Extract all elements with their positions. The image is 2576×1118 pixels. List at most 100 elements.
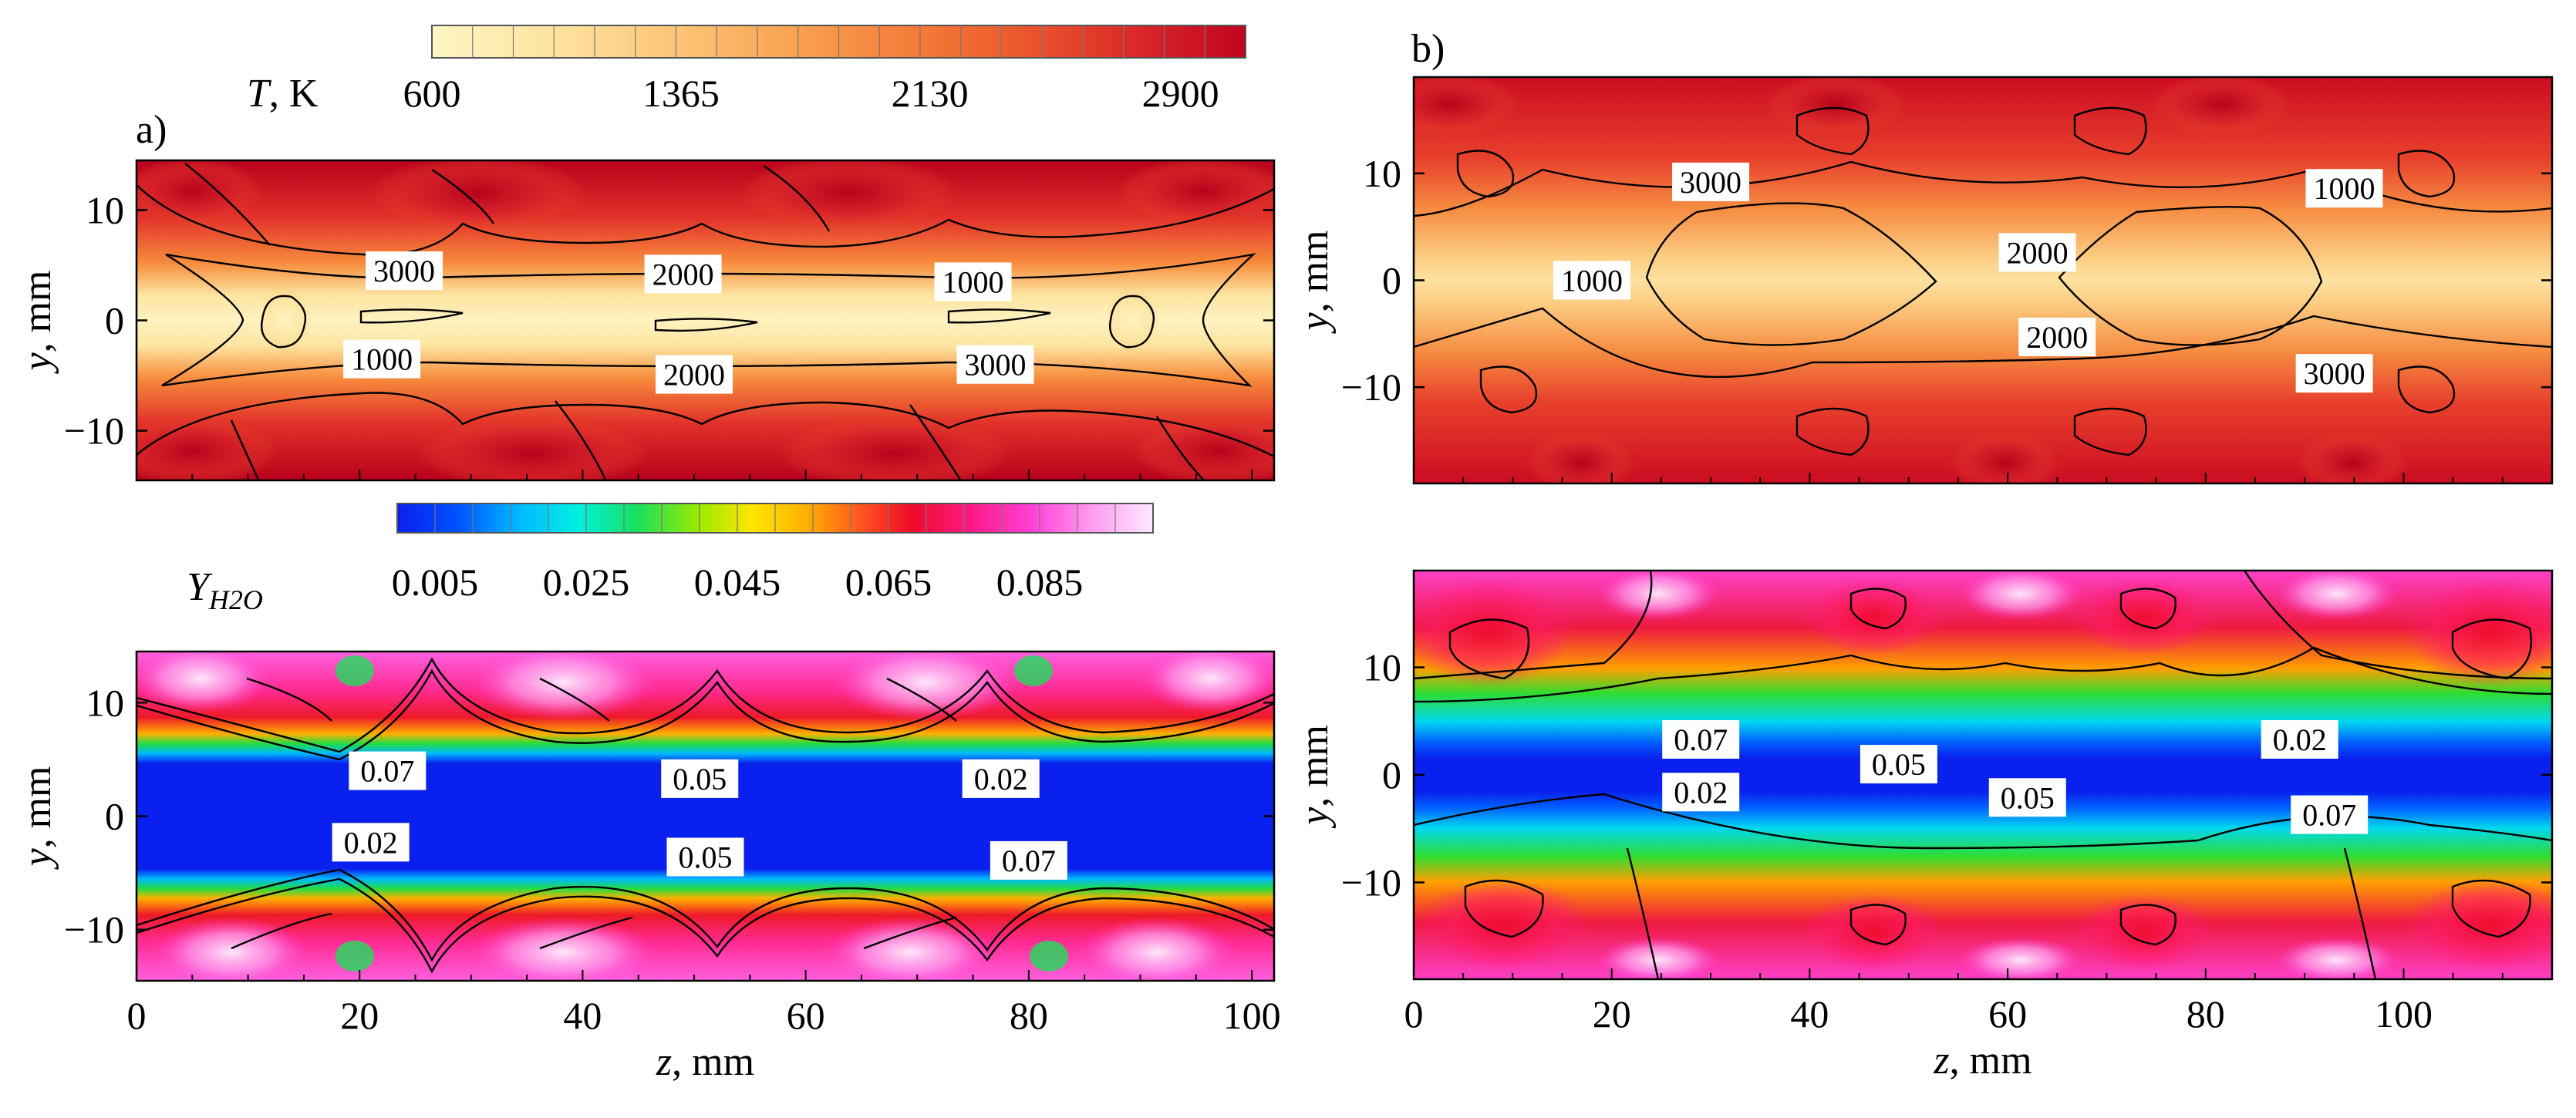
- x-tick-label: 40: [1790, 992, 1829, 1035]
- contour-label-text: 0.02: [974, 762, 1028, 796]
- contour-label: 0.02: [1662, 773, 1740, 812]
- contour-label: 0.07: [990, 840, 1067, 880]
- colorbar-tick-label: 0.025: [543, 561, 630, 604]
- contour-label-box: [1662, 719, 1740, 759]
- x-tick-label: 40: [563, 994, 602, 1037]
- contour-label: 0.05: [661, 759, 739, 798]
- y-axis-title: y, mm: [1293, 231, 1337, 335]
- panel-b-water-field: [1414, 571, 2552, 979]
- y-tick-label: −10: [64, 908, 124, 951]
- contour-label: 3000: [2295, 354, 2373, 393]
- contour-label-text: 3000: [1680, 165, 1741, 200]
- y-tick-label: 0: [105, 299, 124, 342]
- y-tick-label: 10: [86, 188, 124, 231]
- contour-label: 1000: [1553, 261, 1631, 300]
- contour-label: 0.05: [1860, 745, 1937, 784]
- contour-label-text: 0.07: [1674, 722, 1728, 757]
- water-colorbar: YH2O 0.005 0.025 0.045 0.065 0.085: [187, 503, 1154, 615]
- panel-a-temperature-contour-labels: 3000 2000 1000 1000 2000 3000: [343, 251, 1034, 394]
- x-tick-label: 60: [787, 994, 825, 1037]
- contour-label-text: 0.05: [673, 762, 727, 796]
- y-axis-title: y, mm: [15, 766, 59, 870]
- contour-label: 0.02: [962, 759, 1040, 798]
- x-tick-label: 0: [1404, 992, 1424, 1035]
- panel-b-temperature-axes: −10 0 10 y, mm: [1293, 152, 2553, 483]
- hot-spots: [137, 160, 1274, 480]
- contour-label-text: 2000: [652, 257, 714, 291]
- y-tick-label: −10: [1341, 860, 1401, 904]
- panel-a-temperature-field: [137, 160, 1274, 480]
- contour-label-box: [343, 339, 421, 379]
- colorbar-tick-label: 0.005: [392, 561, 479, 604]
- colorbar-tick-label: 0.045: [694, 561, 781, 604]
- water-contours-a: [137, 657, 1274, 974]
- contour-label-text: 1000: [351, 342, 413, 377]
- y-tick-label: 10: [86, 681, 124, 724]
- contour-label-text: 3000: [373, 254, 435, 288]
- panel-a-letter: a): [136, 108, 167, 152]
- contour-label-text: 0.02: [1674, 775, 1728, 810]
- contour-label: 0.05: [1988, 778, 2066, 817]
- panel-b-water-contour-labels: 0.07 0.02 0.05 0.02 0.05 0.07: [1662, 719, 2369, 834]
- x-tick-label: 60: [1988, 992, 2027, 1035]
- contour-label-box: [1998, 233, 2076, 272]
- contour-label: 0.02: [332, 823, 410, 862]
- contour-label-text: 0.07: [1002, 844, 1056, 878]
- y-tick-label: 10: [1363, 152, 1401, 195]
- contour-label-box: [332, 823, 410, 862]
- contour-label: 0.07: [1662, 719, 1740, 759]
- contour-label-box: [2261, 719, 2338, 759]
- contour-label-text: 1000: [942, 264, 1004, 299]
- contour-label-box: [956, 345, 1034, 384]
- contour-label-text: 2000: [2007, 235, 2069, 270]
- contour-label: 0.07: [349, 751, 427, 790]
- contour-label-text: 3000: [964, 348, 1026, 382]
- x-tick-label: 20: [1593, 992, 1631, 1035]
- contour-label: 1000: [2305, 169, 2383, 208]
- panel-a-water-contour-labels: 0.07 0.05 0.02 0.02 0.05 0.07: [332, 751, 1067, 880]
- contour-label-text: 0.05: [1872, 747, 1926, 782]
- contour-label-box: [2291, 795, 2369, 834]
- contour-label: 2000: [644, 254, 722, 294]
- y-tick-label: 0: [105, 795, 124, 838]
- contour-label-text: 0.07: [2302, 798, 2356, 833]
- contour-label-text: 2000: [663, 358, 725, 392]
- colorbar-tick-label: 0.085: [996, 561, 1084, 604]
- y-axis-title: y, mm: [1293, 725, 1337, 829]
- contour-label-box: [2018, 318, 2096, 357]
- colorbar-tick-label: 1365: [642, 72, 720, 115]
- x-tick-label: 80: [1010, 994, 1048, 1037]
- contour-label: 1000: [343, 339, 421, 379]
- x-tick-label: 0: [127, 994, 147, 1037]
- contour-label: 2000: [656, 355, 733, 394]
- contour-label-box: [1553, 261, 1631, 300]
- contour-label-box: [1988, 778, 2066, 817]
- y-tick-label: −10: [1341, 365, 1401, 409]
- contour-label-box: [366, 251, 443, 291]
- colorbar-tick-label: 2900: [1142, 72, 1219, 115]
- contour-label-text: 1000: [2313, 171, 2375, 206]
- panel-b-temperature-contour-labels: 3000 1000 2000 1000 2000 3000: [1553, 162, 2383, 393]
- contour-label-text: 1000: [1561, 264, 1623, 298]
- x-axis-title: z, mm: [656, 1040, 754, 1084]
- contour-label-box: [934, 262, 1012, 301]
- contour-label: 3000: [366, 251, 443, 291]
- contour-label: 3000: [1672, 162, 1750, 201]
- panel-a-water-field: [137, 652, 1274, 981]
- hot-spots-b: [1414, 77, 2406, 483]
- y-tick-label: 0: [1382, 259, 1401, 302]
- contour-label-box: [990, 840, 1067, 880]
- x-tick-label: 80: [2187, 992, 2225, 1035]
- contour-label-text: 0.02: [2273, 722, 2327, 757]
- y-tick-label: 10: [1363, 646, 1401, 689]
- contour-label-box: [661, 759, 739, 798]
- water-colorbar-title: YH2O: [187, 565, 263, 615]
- contour-label-box: [1860, 745, 1937, 784]
- contour-label-box: [656, 355, 733, 394]
- contour-label-text: 2000: [2026, 320, 2088, 355]
- colorbar-tick-label: 600: [403, 72, 461, 115]
- x-tick-label: 100: [1223, 994, 1281, 1037]
- contour-label-box: [962, 759, 1040, 798]
